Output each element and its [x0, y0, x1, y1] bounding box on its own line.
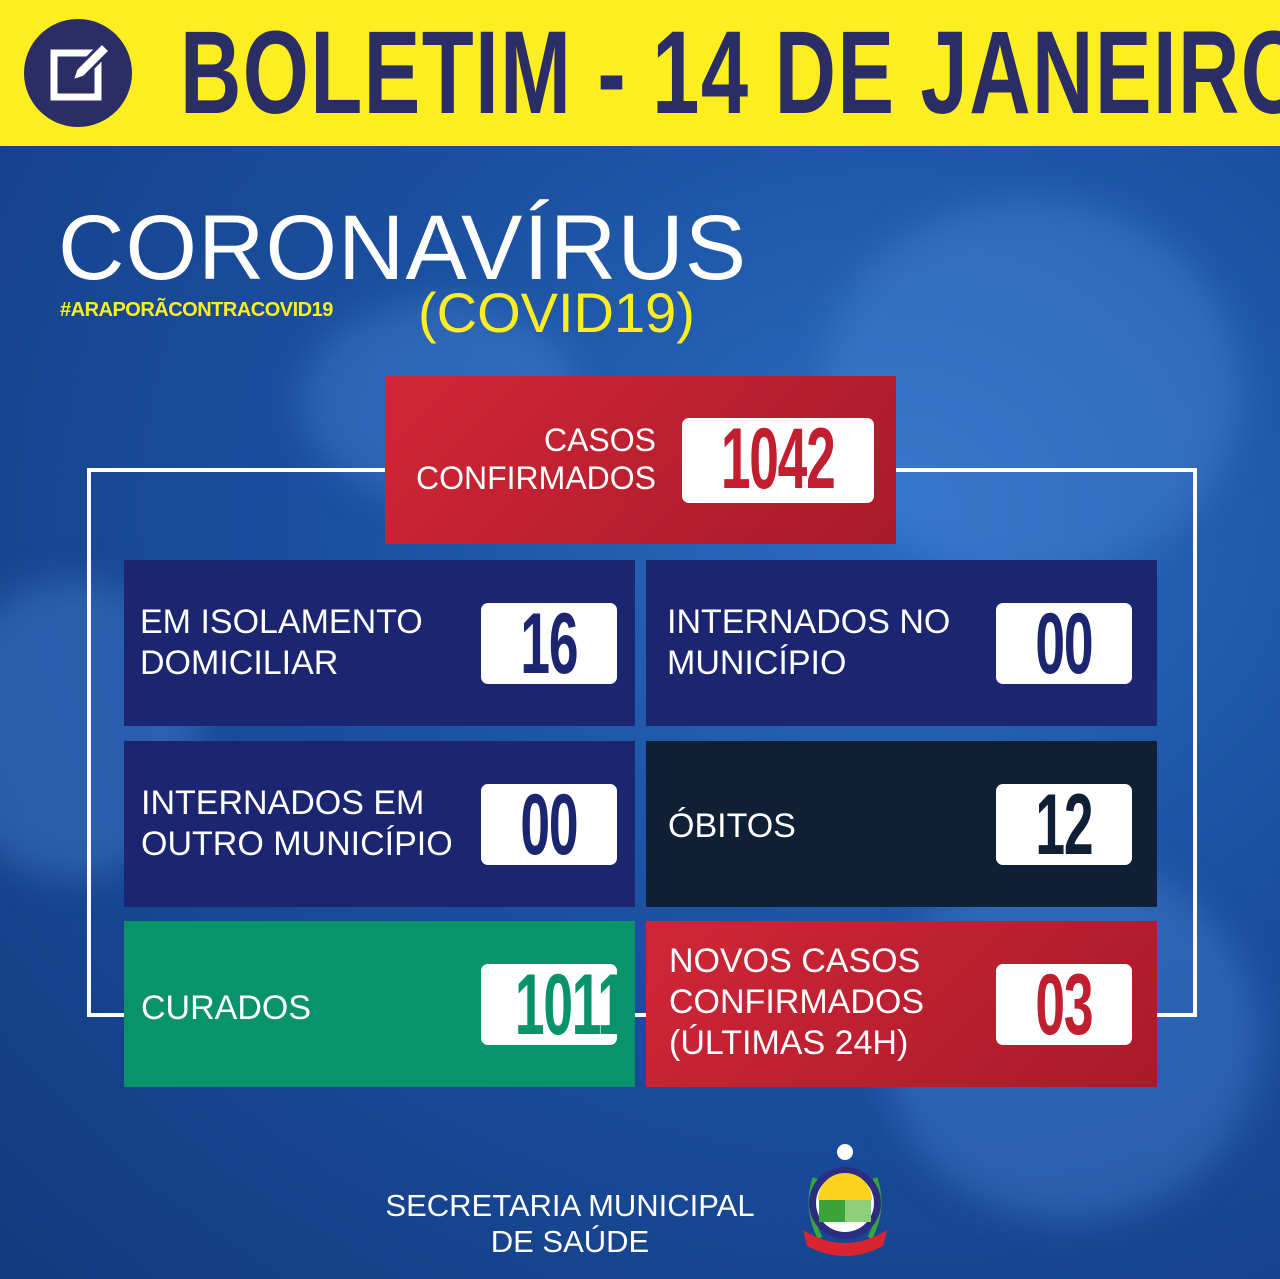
hashtag: #ARAPORÃCONTRACOVID19: [60, 299, 333, 321]
footer-line: SECRETARIA MUNICIPAL: [385, 1188, 755, 1223]
confirmed-card: CASOS CONFIRMADOS 1042: [385, 376, 896, 544]
hospitalized-other-value: 00: [481, 784, 617, 865]
deaths-value: 12: [996, 784, 1132, 865]
recovered-card: CURADOS 1011: [124, 921, 635, 1087]
brand-subtitle: (COVID19): [418, 281, 695, 344]
hospitalized-local-label: INTERNADOS NO: [667, 603, 951, 641]
deaths-card: ÓBITOS 12: [646, 741, 1157, 907]
brand-title: CORONAVÍRUS: [58, 197, 748, 299]
hospitalized-other-label: INTERNADOS EM: [141, 784, 425, 822]
header-banner: BOLETIM - 14 DE JANEIRO: [0, 0, 1280, 146]
hospitalized-local-label: MUNICÍPIO: [667, 644, 847, 682]
new-cases-label: NOVOS CASOS: [669, 942, 921, 980]
new-cases-label: CONFIRMADOS: [669, 983, 924, 1021]
hospitalized-other-label: OUTRO MUNICÍPIO: [141, 825, 453, 863]
new-cases-label: (ÚLTIMAS 24H): [669, 1024, 909, 1062]
page-title: BOLETIM - 14 DE JANEIRO: [180, 7, 1280, 139]
hospitalized-local-value: 00: [996, 603, 1132, 684]
araporã-coat-of-arms-logo: [795, 1138, 895, 1266]
home-isolation-card: EM ISOLAMENTO DOMICILIAR 16: [124, 560, 635, 726]
recovered-label: CURADOS: [141, 989, 312, 1027]
home-isolation-label: DOMICILIAR: [140, 644, 339, 682]
hospitalized-other-card: INTERNADOS EM OUTRO MUNICÍPIO 00: [124, 741, 635, 907]
edit-icon: [24, 19, 132, 127]
confirmed-value: 1042: [682, 418, 874, 503]
new-cases-card: NOVOS CASOS CONFIRMADOS (ÚLTIMAS 24H) 03: [646, 921, 1157, 1087]
home-isolation-label: EM ISOLAMENTO: [140, 603, 423, 641]
home-isolation-value: 16: [481, 603, 617, 684]
deaths-label: ÓBITOS: [668, 807, 796, 845]
new-cases-value: 03: [996, 964, 1132, 1045]
confirmed-label: CONFIRMADOS: [416, 460, 656, 496]
footer-line: DE SAÚDE: [490, 1224, 650, 1259]
confirmed-label: CASOS: [543, 422, 656, 458]
footer-text: SECRETARIA MUNICIPAL DE SAÚDE: [380, 1188, 760, 1260]
recovered-value: 1011: [481, 964, 617, 1045]
hospitalized-local-card: INTERNADOS NO MUNICÍPIO 00: [646, 560, 1157, 726]
